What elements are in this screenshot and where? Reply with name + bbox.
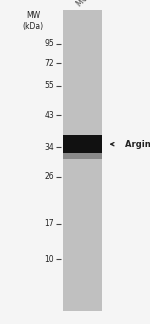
Text: MW
(kDa): MW (kDa): [22, 11, 44, 31]
Text: 43: 43: [44, 110, 54, 120]
Text: 17: 17: [44, 219, 54, 228]
Text: Arginase 1: Arginase 1: [124, 140, 150, 149]
Bar: [63, 153, 102, 159]
Text: 10: 10: [44, 255, 54, 264]
Bar: [63, 135, 102, 153]
Text: 55: 55: [44, 81, 54, 90]
Text: Mouse liver: Mouse liver: [75, 0, 114, 8]
Text: 72: 72: [44, 59, 54, 68]
Text: 26: 26: [44, 172, 54, 181]
Bar: [63, 10, 102, 311]
Text: 95: 95: [44, 39, 54, 48]
Text: 34: 34: [44, 143, 54, 152]
